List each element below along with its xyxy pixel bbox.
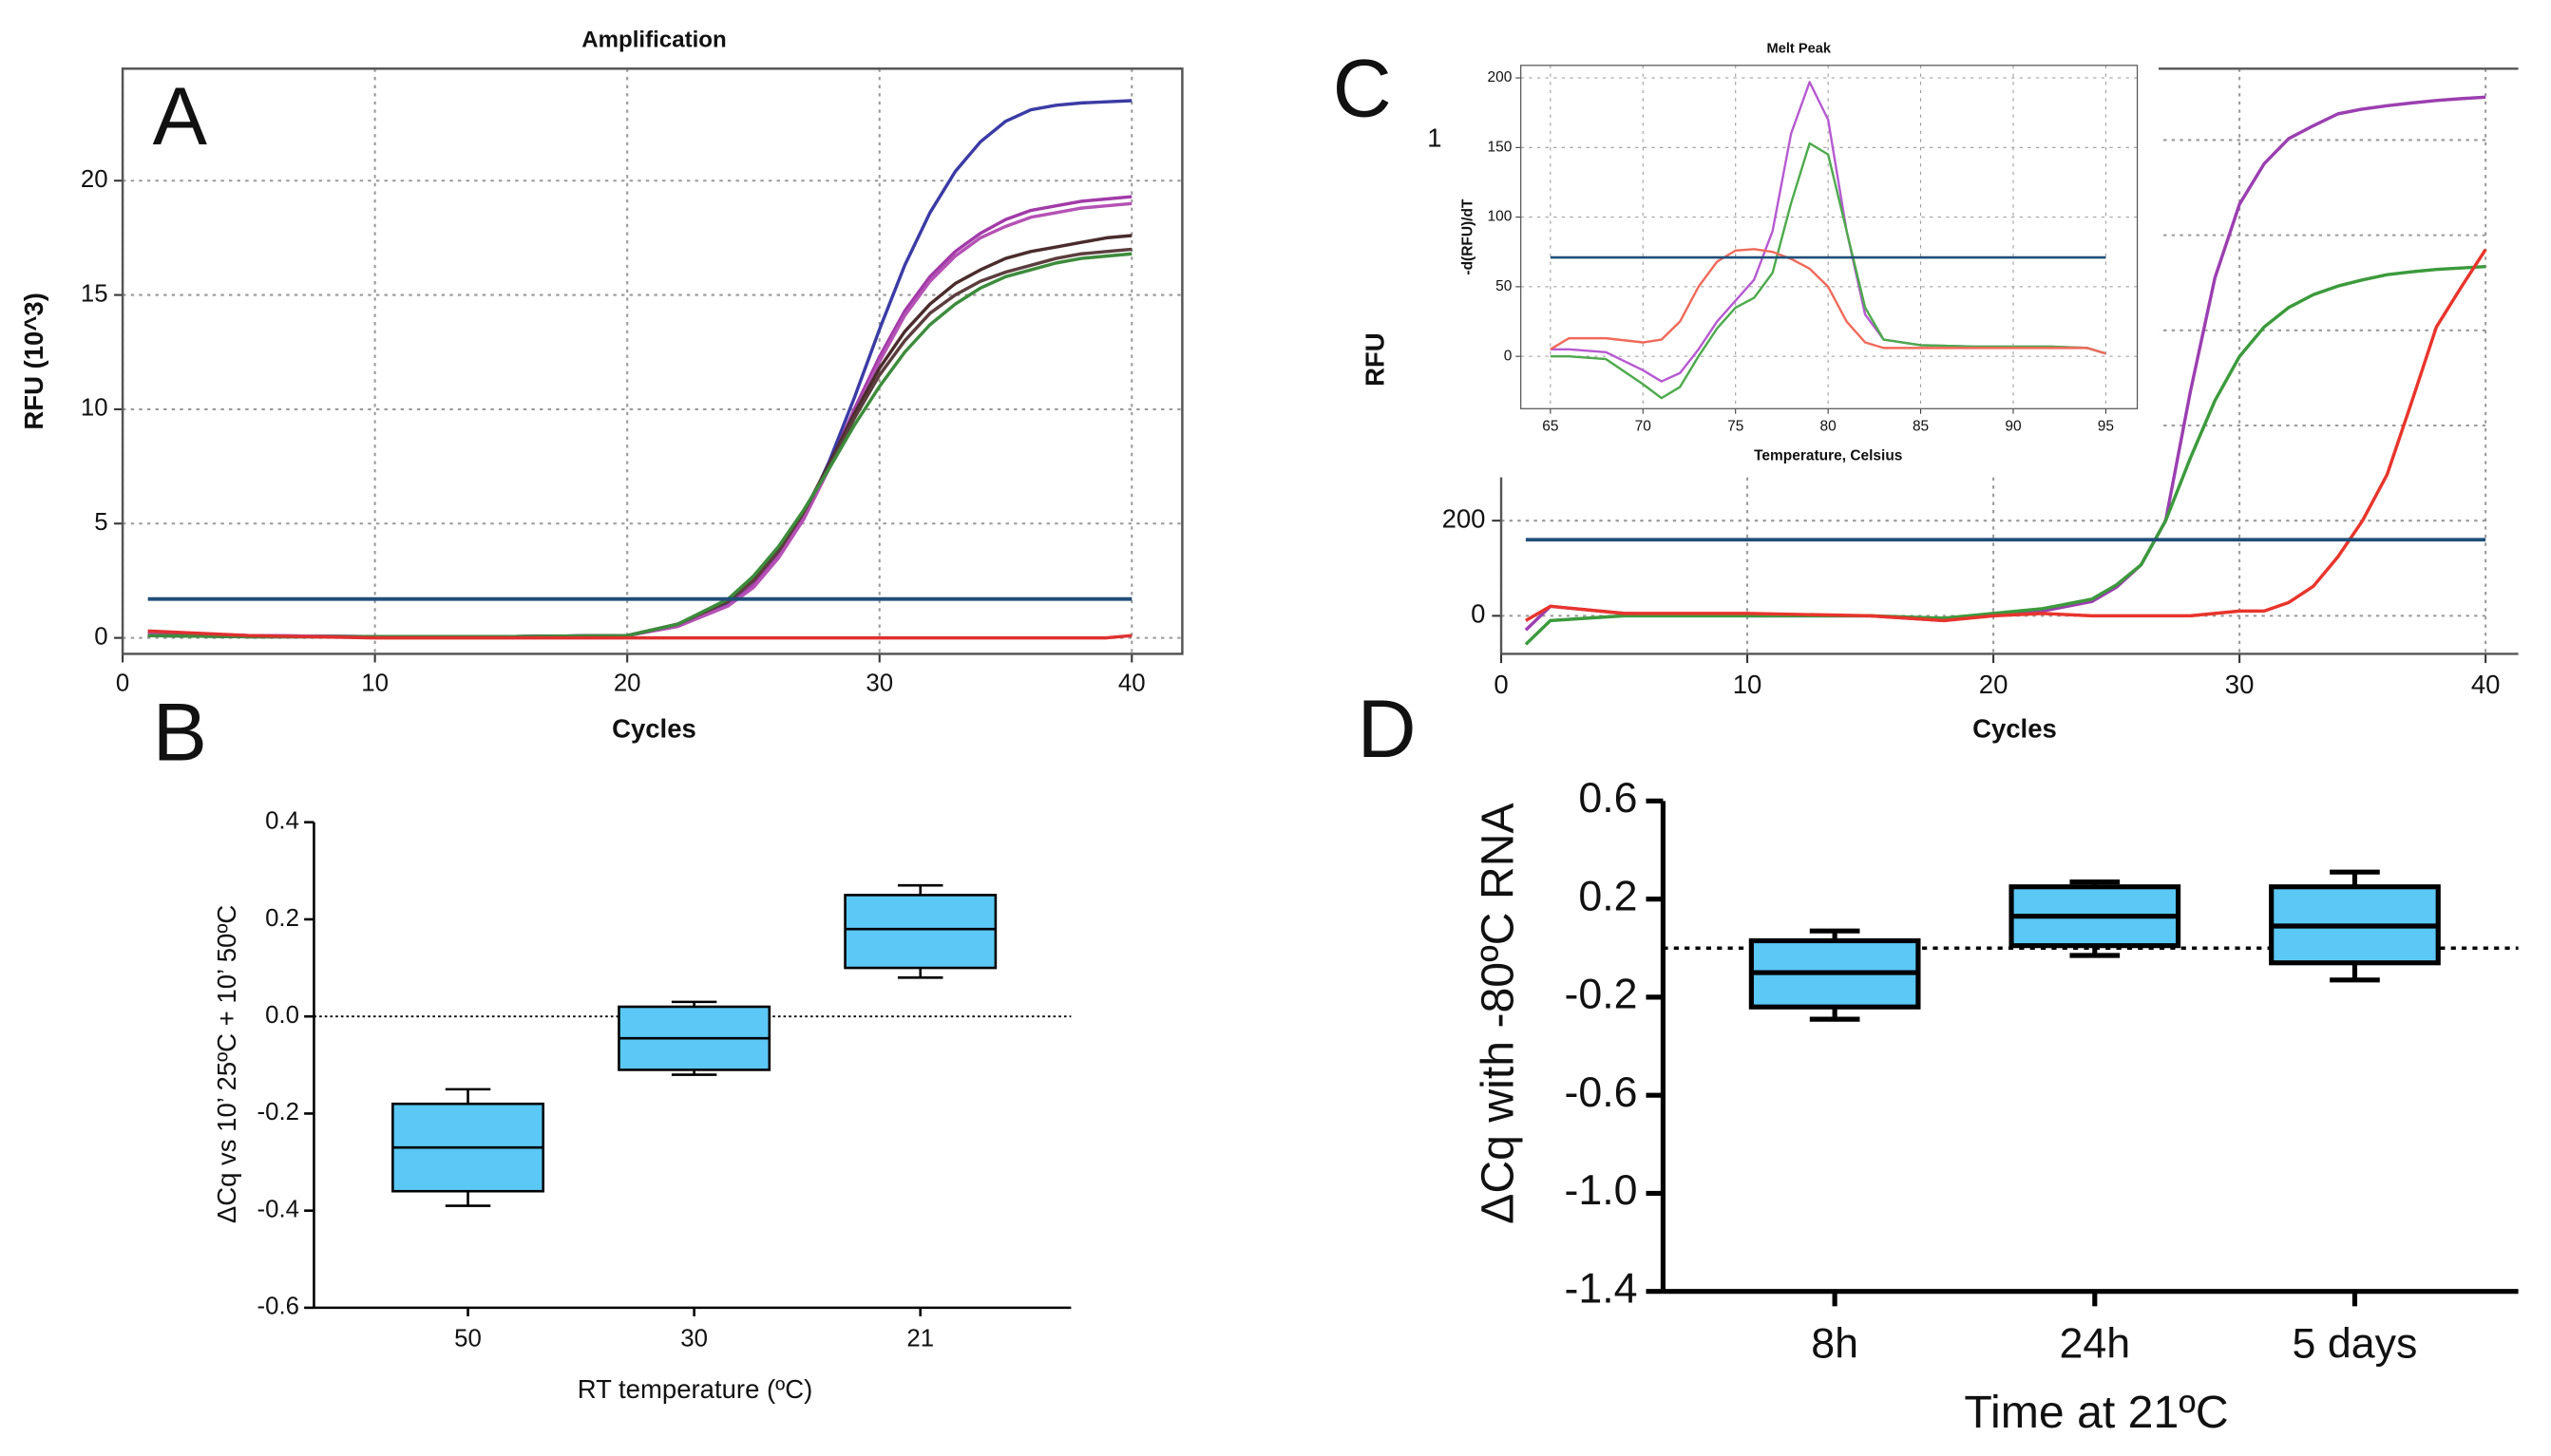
- y-tick-label: 200: [1488, 69, 1513, 85]
- y-tick-label: 20: [81, 166, 108, 193]
- x-axis-label: RT temperature (ºC): [578, 1374, 813, 1404]
- plot-frame: [1520, 65, 2139, 409]
- y-tick-label: -0.2: [257, 1099, 299, 1125]
- y-tick-label: -0.4: [257, 1196, 299, 1222]
- data-line: [147, 252, 1133, 639]
- x-tick-label: 70: [1635, 419, 1651, 435]
- y-tick-label: 0.2: [265, 905, 299, 932]
- data-line: [147, 629, 1133, 640]
- y-tick-label: 0: [94, 623, 107, 650]
- y-axis-label: ΔCq vs 10’ 25ºC + 10’ 50ºC: [212, 905, 241, 1223]
- y-tick-label: 0.6: [1578, 774, 1637, 822]
- y-tick-label: 10: [81, 395, 108, 422]
- x-axis-label: Temperature, Celsius: [1754, 447, 1902, 463]
- inset-background: [1440, 0, 2159, 478]
- x-tick-label: 30: [2225, 670, 2255, 699]
- y-tick-label: 0.4: [265, 808, 299, 835]
- x-tick-label: 30: [680, 1325, 708, 1352]
- y-tick-label: -0.6: [1564, 1068, 1637, 1116]
- y-tick-label: 5: [94, 509, 107, 536]
- y-tick-label: 50: [1495, 278, 1512, 294]
- x-tick-label: 20: [1979, 670, 2008, 699]
- x-axis-label: Time at 21ºC: [1964, 1387, 2228, 1438]
- panel-letter: A: [153, 71, 208, 162]
- y-axis-label: RFU (10^3): [19, 293, 48, 429]
- x-tick-label: 24h: [2059, 1320, 2130, 1368]
- x-tick-label: 0: [1494, 670, 1508, 699]
- y-tick-label: -0.2: [1564, 971, 1637, 1018]
- x-tick-label: 30: [866, 671, 893, 697]
- x-axis-label: Cycles: [612, 714, 696, 744]
- chart-title: Amplification: [581, 27, 727, 52]
- panel-letter: C: [1333, 44, 1392, 135]
- x-tick-label: 10: [361, 671, 389, 697]
- x-tick-label: 95: [2098, 419, 2114, 435]
- y-axis-label: -d(RFU)/dT: [1460, 199, 1476, 275]
- x-tick-label: 75: [1727, 419, 1743, 435]
- x-tick-label: 40: [2471, 670, 2501, 699]
- x-tick-label: 10: [1733, 670, 1762, 699]
- y-tick-label: 0: [1504, 348, 1513, 364]
- x-tick-label: 21: [906, 1325, 934, 1352]
- y-tick-label: 0.0: [265, 1002, 299, 1029]
- plot-frame: [121, 67, 1184, 655]
- y-tick-label: 15: [81, 280, 108, 307]
- y-tick-label: 100: [1488, 209, 1513, 225]
- y-axis-label: RFU: [1360, 332, 1389, 387]
- y-tick-label: -0.6: [257, 1294, 299, 1320]
- y-tick-label: 150: [1488, 139, 1513, 155]
- x-tick-label: 20: [614, 671, 641, 697]
- x-tick-label: 5 days: [2293, 1320, 2418, 1368]
- data-line: [1550, 248, 2106, 355]
- x-tick-label: 90: [2005, 419, 2021, 435]
- x-tick-label: 50: [454, 1325, 482, 1352]
- y-tick-label: 200: [1442, 503, 1486, 533]
- x-tick-label: 0: [116, 671, 129, 697]
- x-tick-label: 80: [1820, 419, 1837, 435]
- x-tick-label: 65: [1542, 419, 1558, 435]
- panel-letter: B: [153, 688, 207, 779]
- y-tick-label: 0.2: [1578, 872, 1637, 919]
- chart-title: Melt Peak: [1767, 41, 1832, 56]
- y-tick-label: -1.4: [1564, 1264, 1637, 1312]
- y-tick-label: 0: [1471, 599, 1485, 629]
- x-axis-label: Cycles: [1972, 714, 2057, 744]
- x-tick-label: 85: [1913, 419, 1929, 435]
- y-axis-label: ΔCq with -80ºC RNA: [1473, 803, 1524, 1224]
- data-line: [1550, 142, 2106, 400]
- panel-letter: D: [1357, 684, 1416, 775]
- box: [844, 894, 998, 970]
- x-tick-label: 8h: [1811, 1320, 1858, 1368]
- x-tick-label: 40: [1118, 671, 1146, 697]
- data-line: [1525, 248, 2487, 623]
- y-tick-label: -1.0: [1564, 1166, 1637, 1214]
